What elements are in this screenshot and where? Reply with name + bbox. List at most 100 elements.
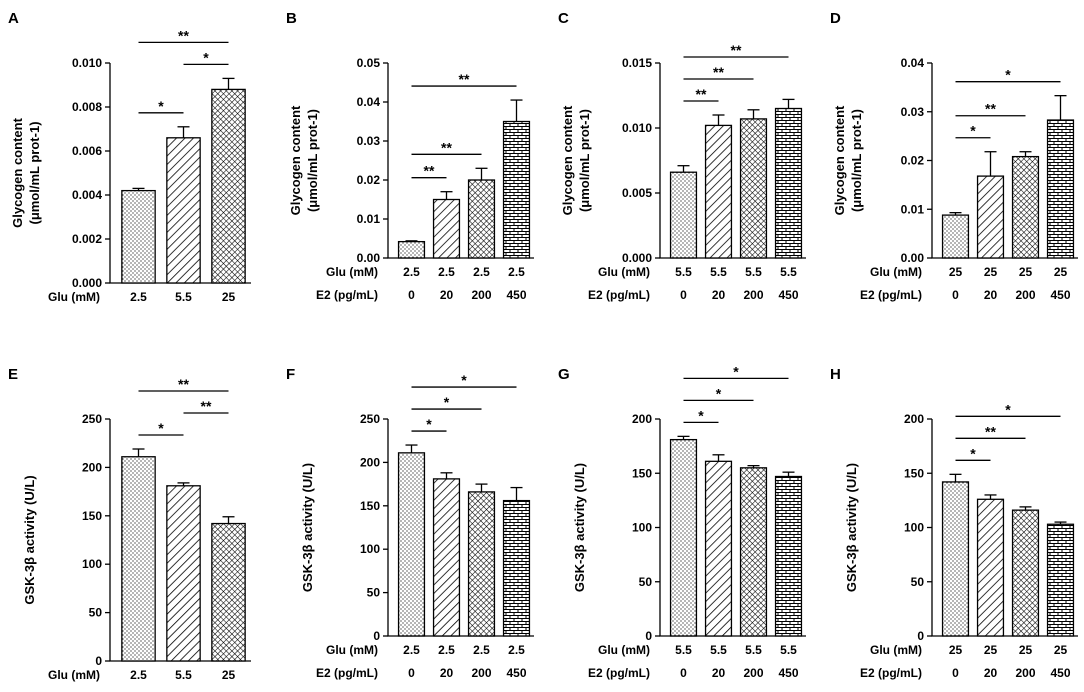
significance-label: * xyxy=(461,372,467,388)
y-tick-label: 250 xyxy=(360,412,380,426)
x-tick-label: 20 xyxy=(440,288,454,302)
x-tick-label: 2.5 xyxy=(130,290,147,304)
x-tick-label: 450 xyxy=(778,666,798,680)
bar xyxy=(704,460,733,637)
x-row-label: E2 (pg/mL) xyxy=(588,288,650,302)
panel-label: A xyxy=(8,10,19,27)
y-tick-label: 0.005 xyxy=(622,186,652,200)
bar xyxy=(976,175,1005,259)
bar xyxy=(704,124,733,259)
y-tick-label: 0.002 xyxy=(72,232,102,246)
significance-label: ** xyxy=(459,71,470,87)
x-tick-label: 25 xyxy=(222,668,236,682)
y-tick-label: 200 xyxy=(904,412,924,426)
significance-label: ** xyxy=(178,376,189,392)
panel: B Glycogen content (μmol/mL prot-1) 0.00 0.0… xyxy=(286,10,534,302)
y-axis-label: Glycogen content xyxy=(560,105,575,215)
y-tick-label: 100 xyxy=(82,557,102,571)
x-tick-label: 25 xyxy=(1054,643,1068,657)
y-tick-label: 0.04 xyxy=(901,56,925,70)
bar xyxy=(211,88,246,284)
x-tick-label: 2.5 xyxy=(473,643,490,657)
panel-label: B xyxy=(286,10,297,27)
panel-label: E xyxy=(8,366,18,383)
x-tick-label: 0 xyxy=(952,288,959,302)
y-tick-label: 0.02 xyxy=(901,154,925,168)
x-tick-label: 5.5 xyxy=(175,290,192,304)
x-tick-label: 20 xyxy=(712,288,726,302)
x-tick-label: 2.5 xyxy=(473,265,490,279)
x-tick-label: 200 xyxy=(1015,288,1035,302)
y-tick-label: 0.010 xyxy=(622,121,652,135)
y-tick-label: 0 xyxy=(373,629,380,643)
y-axis-label: (μmol/mL prot-1) xyxy=(305,109,320,212)
significance-label: * xyxy=(444,394,450,410)
x-row-label: E2 (pg/mL) xyxy=(860,288,922,302)
x-tick-label: 25 xyxy=(1019,643,1033,657)
x-tick-label: 200 xyxy=(743,666,763,680)
panel-label: H xyxy=(830,366,841,383)
y-tick-label: 0.03 xyxy=(357,134,381,148)
bar xyxy=(774,475,803,637)
bar xyxy=(774,107,803,259)
x-tick-label: 2.5 xyxy=(403,265,420,279)
x-tick-label: 20 xyxy=(440,666,454,680)
significance-label: ** xyxy=(424,163,435,179)
y-tick-label: 0.004 xyxy=(72,188,102,202)
bar xyxy=(121,189,156,284)
x-row-label: E2 (pg/mL) xyxy=(588,666,650,680)
y-tick-label: 0.010 xyxy=(72,56,102,70)
bar xyxy=(397,452,426,637)
bar xyxy=(739,118,768,259)
significance-label: * xyxy=(203,49,209,65)
bar xyxy=(121,456,156,662)
y-tick-label: 0 xyxy=(95,654,102,668)
x-tick-label: 5.5 xyxy=(780,643,797,657)
y-axis-label: Glycogen content xyxy=(288,105,303,215)
significance-label: * xyxy=(970,123,976,139)
bar xyxy=(1046,523,1075,637)
x-row-label: Glu (mM) xyxy=(598,265,650,279)
x-row-label: E2 (pg/mL) xyxy=(316,288,378,302)
x-tick-label: 20 xyxy=(712,666,726,680)
panel-label: C xyxy=(558,10,569,27)
x-tick-label: 0 xyxy=(680,288,687,302)
significance-label: * xyxy=(733,363,739,379)
y-tick-label: 200 xyxy=(632,412,652,426)
x-tick-label: 450 xyxy=(778,288,798,302)
significance-label: ** xyxy=(201,398,212,414)
x-tick-label: 25 xyxy=(222,290,236,304)
y-tick-label: 200 xyxy=(360,455,380,469)
bar xyxy=(432,478,461,637)
x-tick-label: 5.5 xyxy=(745,265,762,279)
x-tick-label: 25 xyxy=(949,643,963,657)
bar xyxy=(1046,119,1075,259)
x-tick-label: 0 xyxy=(408,288,415,302)
bar xyxy=(669,171,698,259)
bar xyxy=(739,467,768,637)
significance-label: ** xyxy=(178,27,189,43)
x-row-label: Glu (mM) xyxy=(48,668,100,682)
bar xyxy=(941,214,970,259)
x-row-label: Glu (mM) xyxy=(598,643,650,657)
significance-label: * xyxy=(158,98,164,114)
y-axis-label: GSK-3β activity (U/L) xyxy=(572,463,587,592)
bar xyxy=(1011,509,1040,637)
significance-label: ** xyxy=(985,101,996,117)
significance-label: * xyxy=(716,385,722,401)
x-tick-label: 200 xyxy=(471,666,491,680)
x-tick-label: 2.5 xyxy=(508,643,525,657)
y-tick-label: 0.02 xyxy=(357,173,381,187)
panel: A Glycogen content (μmol/mL prot-1) 0.000 0.… xyxy=(8,10,251,304)
x-tick-label: 25 xyxy=(984,265,998,279)
y-axis-label: (μmol/mL prot-1) xyxy=(849,109,864,212)
x-tick-label: 200 xyxy=(471,288,491,302)
y-tick-label: 100 xyxy=(360,542,380,556)
x-row-label: Glu (mM) xyxy=(48,290,100,304)
bar xyxy=(1011,155,1040,259)
y-tick-label: 250 xyxy=(82,412,102,426)
y-tick-label: 0.05 xyxy=(357,56,381,70)
